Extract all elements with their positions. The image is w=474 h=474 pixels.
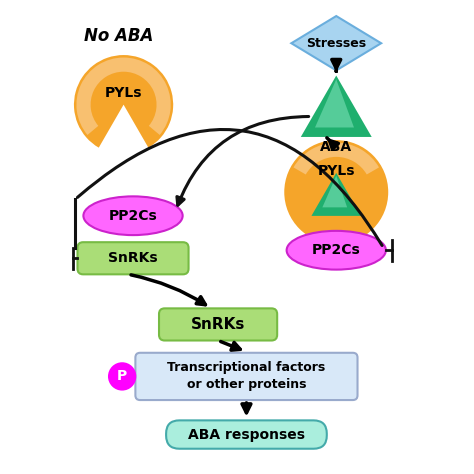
Text: ABA responses: ABA responses [188, 428, 305, 442]
Text: No ABA: No ABA [84, 27, 154, 45]
Polygon shape [315, 79, 354, 128]
Wedge shape [74, 55, 173, 147]
Text: PYLs: PYLs [105, 86, 142, 100]
Text: SnRKs: SnRKs [108, 251, 158, 265]
FancyBboxPatch shape [166, 420, 327, 449]
Polygon shape [322, 176, 347, 207]
Polygon shape [311, 173, 361, 216]
Text: PP2Cs: PP2Cs [312, 243, 361, 257]
Circle shape [108, 362, 137, 391]
Ellipse shape [83, 196, 182, 235]
FancyBboxPatch shape [159, 309, 277, 340]
Text: SnRKs: SnRKs [191, 317, 245, 332]
Text: ABA: ABA [320, 140, 352, 155]
FancyBboxPatch shape [136, 353, 357, 400]
Text: PYLs: PYLs [318, 164, 355, 178]
Wedge shape [293, 143, 379, 174]
Text: PP2Cs: PP2Cs [109, 209, 157, 223]
Text: P: P [117, 369, 128, 383]
Polygon shape [292, 16, 381, 71]
FancyBboxPatch shape [77, 242, 189, 274]
Circle shape [284, 140, 388, 244]
Text: Stresses: Stresses [306, 36, 366, 50]
Wedge shape [76, 57, 171, 135]
Polygon shape [301, 75, 372, 137]
Ellipse shape [287, 231, 386, 270]
Text: Transcriptional factors
or other proteins: Transcriptional factors or other protein… [167, 361, 326, 392]
